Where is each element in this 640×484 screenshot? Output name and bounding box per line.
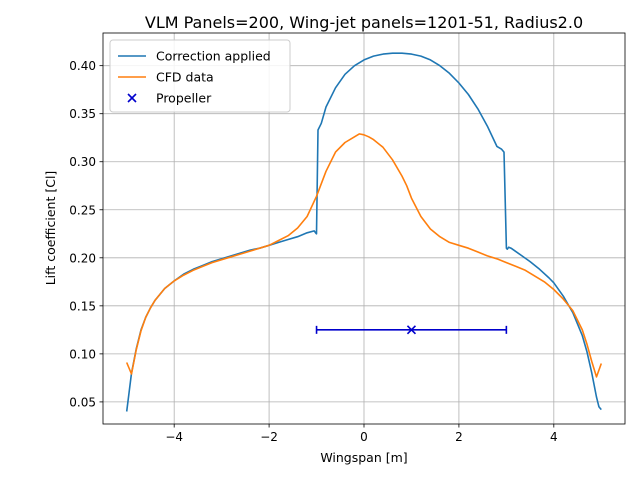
legend-box bbox=[109, 39, 291, 113]
y-tick-label: 0.10 bbox=[69, 347, 96, 361]
y-tick-label: 0.25 bbox=[69, 203, 96, 217]
x-tick-label: 4 bbox=[550, 430, 558, 444]
chart-title: VLM Panels=200, Wing-jet panels=1201-51,… bbox=[145, 13, 583, 32]
grid bbox=[103, 33, 625, 424]
legend-label-correction: Correction applied bbox=[156, 49, 271, 64]
legend: Correction applied CFD data Propeller bbox=[109, 39, 291, 113]
y-axis-label: Lift coefficient [Cl] bbox=[43, 171, 58, 286]
x-axis-ticks: −4 −2 0 2 4 bbox=[165, 424, 558, 444]
legend-label-cfd: CFD data bbox=[156, 70, 214, 85]
y-tick-label: 0.35 bbox=[69, 107, 96, 121]
y-tick-label: 0.20 bbox=[69, 251, 96, 265]
legend-marker-propeller bbox=[127, 93, 137, 103]
series-line-cfd bbox=[125, 133, 603, 378]
x-axis-label: Wingspan [m] bbox=[320, 450, 407, 465]
y-tick-label: 0.05 bbox=[69, 395, 96, 409]
series-line-correction bbox=[125, 52, 602, 412]
y-tick-label: 0.30 bbox=[69, 155, 96, 169]
y-tick-label: 0.40 bbox=[69, 59, 96, 73]
x-tick-label: 2 bbox=[455, 430, 463, 444]
legend-label-propeller: Propeller bbox=[156, 91, 212, 106]
y-axis-ticks: 0.05 0.10 0.15 0.20 0.25 0.30 0.35 0.40 bbox=[69, 59, 103, 409]
propeller-marker bbox=[406, 325, 417, 335]
x-tick-label: −4 bbox=[165, 430, 183, 444]
x-tick-label: −2 bbox=[260, 430, 278, 444]
plot-lines bbox=[125, 52, 603, 412]
x-tick-label: 0 bbox=[360, 430, 368, 444]
y-tick-label: 0.15 bbox=[69, 299, 96, 313]
